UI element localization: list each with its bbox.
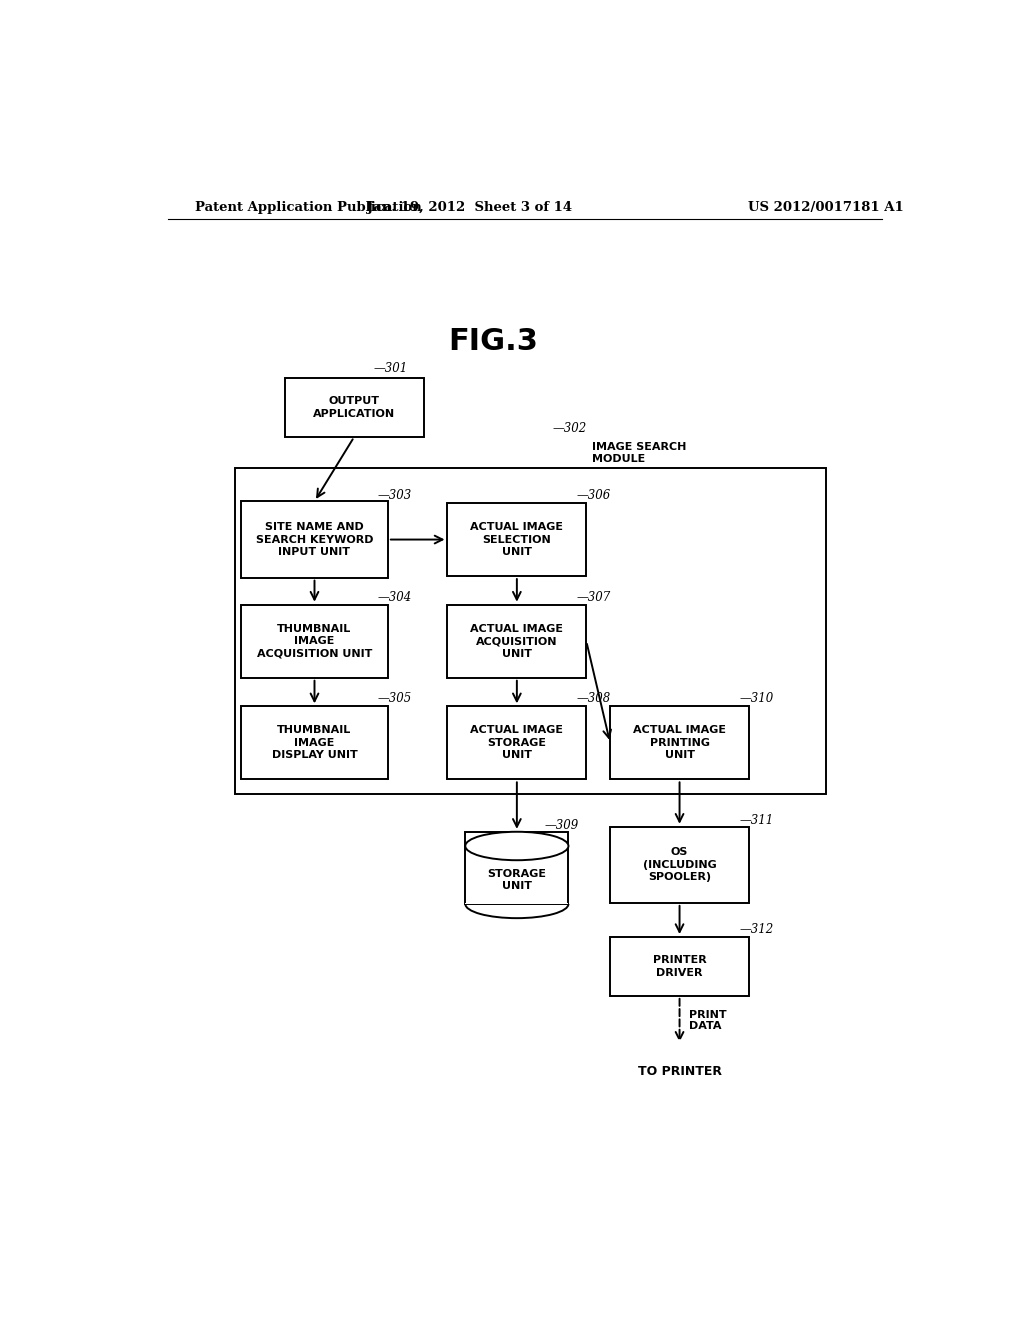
- Bar: [447, 706, 587, 779]
- Text: THUMBNAIL
IMAGE
DISPLAY UNIT: THUMBNAIL IMAGE DISPLAY UNIT: [271, 726, 357, 760]
- Text: Jan. 19, 2012  Sheet 3 of 14: Jan. 19, 2012 Sheet 3 of 14: [367, 201, 571, 214]
- Text: STORAGE
UNIT: STORAGE UNIT: [487, 870, 547, 891]
- Text: —311: —311: [739, 814, 773, 828]
- Text: Patent Application Publication: Patent Application Publication: [196, 201, 422, 214]
- Bar: [241, 605, 388, 677]
- Text: —308: —308: [577, 692, 610, 705]
- Bar: [447, 605, 587, 677]
- Text: PRINT
DATA: PRINT DATA: [689, 1010, 727, 1031]
- Text: THUMBNAIL
IMAGE
ACQUISITION UNIT: THUMBNAIL IMAGE ACQUISITION UNIT: [257, 624, 372, 659]
- Text: —302: —302: [553, 422, 587, 434]
- Text: SITE NAME AND
SEARCH KEYWORD
INPUT UNIT: SITE NAME AND SEARCH KEYWORD INPUT UNIT: [256, 523, 373, 557]
- Text: TO PRINTER: TO PRINTER: [638, 1065, 722, 1078]
- Text: —312: —312: [739, 923, 773, 936]
- Bar: [610, 937, 749, 995]
- Text: ACTUAL IMAGE
SELECTION
UNIT: ACTUAL IMAGE SELECTION UNIT: [470, 523, 563, 557]
- Text: —304: —304: [378, 590, 413, 603]
- Bar: [285, 378, 424, 437]
- Text: IMAGE SEARCH
MODULE: IMAGE SEARCH MODULE: [592, 442, 687, 463]
- Text: ACTUAL IMAGE
PRINTING
UNIT: ACTUAL IMAGE PRINTING UNIT: [633, 726, 726, 760]
- Text: —307: —307: [577, 590, 610, 603]
- Text: OS
(INCLUDING
SPOOLER): OS (INCLUDING SPOOLER): [643, 847, 717, 882]
- Bar: [610, 706, 749, 779]
- Bar: [241, 706, 388, 779]
- Text: FIG.3: FIG.3: [449, 327, 538, 356]
- Text: —301: —301: [374, 362, 409, 375]
- Text: —303: —303: [378, 488, 413, 502]
- Bar: [236, 469, 826, 793]
- Ellipse shape: [465, 832, 568, 861]
- Text: —305: —305: [378, 692, 413, 705]
- Text: —306: —306: [577, 488, 610, 502]
- Text: —309: —309: [545, 820, 579, 833]
- Text: PRINTER
DRIVER: PRINTER DRIVER: [652, 956, 707, 978]
- Bar: [241, 502, 388, 578]
- Bar: [610, 826, 749, 903]
- Text: ACTUAL IMAGE
STORAGE
UNIT: ACTUAL IMAGE STORAGE UNIT: [470, 726, 563, 760]
- Text: —310: —310: [739, 692, 773, 705]
- Text: OUTPUT
APPLICATION: OUTPUT APPLICATION: [313, 396, 395, 418]
- Text: US 2012/0017181 A1: US 2012/0017181 A1: [749, 201, 904, 214]
- Bar: [465, 832, 568, 904]
- Text: ACTUAL IMAGE
ACQUISITION
UNIT: ACTUAL IMAGE ACQUISITION UNIT: [470, 624, 563, 659]
- Bar: [447, 503, 587, 576]
